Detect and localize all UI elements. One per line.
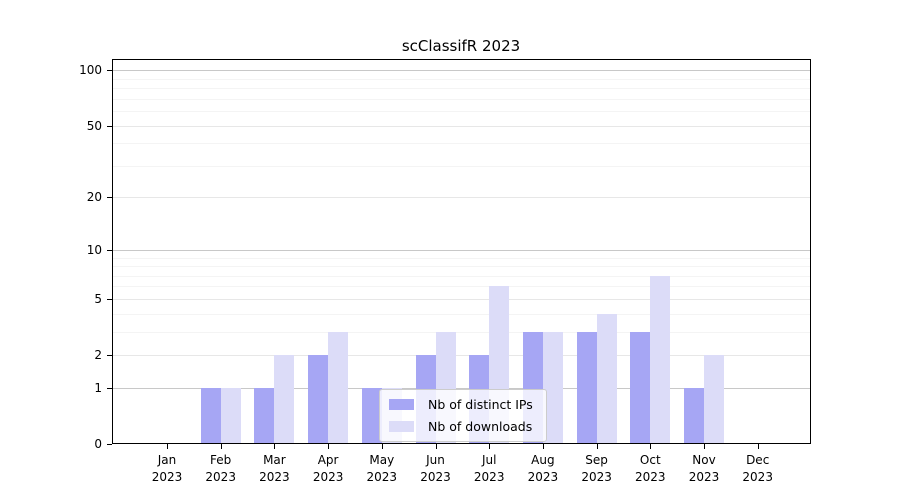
legend-label: Nb of distinct IPs: [428, 397, 533, 412]
bar-nb-of-downloads-mar: [274, 355, 295, 443]
bar-nb-of-distinct-ips-oct: [630, 331, 651, 443]
x-tick-label: May 2023: [366, 453, 398, 485]
bar-nb-of-downloads-nov: [704, 355, 724, 443]
legend-label: Nb of downloads: [428, 419, 533, 434]
y-tick-label: 2: [94, 348, 102, 363]
y-tick-label: 10: [86, 242, 102, 257]
gridline-major: [113, 70, 810, 72]
gridline-minor: [113, 275, 810, 277]
x-tick-label: Oct 2023: [635, 453, 666, 485]
y-tick-label: 50: [86, 118, 102, 133]
y-tick-mark: [107, 197, 112, 199]
bar-nb-of-distinct-ips-feb: [200, 387, 221, 443]
x-tick-label: Jun 2023: [420, 453, 451, 485]
x-tick-mark: [757, 444, 759, 449]
y-tick-mark: [107, 444, 112, 445]
y-tick-label: 20: [86, 190, 102, 205]
y-tick-mark: [107, 249, 112, 251]
gridline-minor: [113, 331, 810, 333]
x-tick-label: Mar 2023: [259, 453, 290, 485]
bar-nb-of-distinct-ips-may: [361, 387, 382, 443]
chart-title: scClassifR 2023: [401, 37, 521, 55]
bar-nb-of-downloads-apr: [328, 331, 349, 443]
legend-entry: Nb of distinct IPs: [389, 397, 533, 412]
bar-nb-of-distinct-ips-mar: [254, 387, 275, 443]
y-tick-mark: [107, 355, 112, 357]
bar-nb-of-downloads-sep: [596, 313, 617, 443]
bar-nb-of-distinct-ips-nov: [684, 387, 704, 443]
y-tick-label: 0: [94, 437, 102, 451]
legend: Nb of distinct IPs Nb of downloads: [379, 389, 547, 442]
bar-nb-of-downloads-feb: [220, 387, 241, 443]
legend-swatch: [389, 421, 414, 432]
x-tick-mark: [542, 444, 544, 449]
x-tick-mark: [167, 444, 168, 449]
x-tick-mark: [596, 444, 598, 449]
gridline-minor: [113, 88, 810, 90]
gridline-minor: [113, 313, 810, 315]
y-tick-mark: [107, 70, 112, 72]
bar-nb-of-downloads-oct: [650, 275, 671, 443]
gridline-minor: [113, 257, 810, 259]
x-tick-mark: [435, 444, 437, 449]
y-tick-label: 100: [79, 63, 102, 78]
y-tick-label: 1: [94, 380, 102, 395]
x-tick-mark: [220, 444, 222, 449]
bar-nb-of-distinct-ips-sep: [576, 331, 597, 443]
x-tick-label: Dec 2023: [742, 453, 773, 485]
gridline-major: [113, 125, 810, 127]
y-tick-label: 5: [94, 291, 102, 306]
gridline-minor: [113, 266, 810, 268]
gridline-major: [113, 355, 810, 357]
legend-entry: Nb of downloads: [389, 419, 533, 434]
x-tick-label: Feb 2023: [205, 453, 236, 485]
x-tick-mark: [650, 444, 652, 449]
x-tick-mark: [381, 444, 383, 449]
plot-area: Nb of distinct IPs Nb of downloads: [112, 59, 811, 444]
x-tick-label: Aug 2023: [527, 453, 559, 485]
x-tick-mark: [274, 444, 276, 449]
y-tick-mark: [107, 298, 112, 300]
gridline-major: [113, 249, 810, 251]
gridline-minor: [113, 98, 810, 100]
bar-nb-of-distinct-ips-apr: [308, 355, 329, 443]
y-tick-mark: [107, 387, 112, 389]
gridline-major: [113, 387, 810, 389]
gridline-major: [113, 298, 810, 300]
x-tick-label: Sep 2023: [581, 453, 612, 485]
gridline-minor: [113, 111, 810, 113]
x-tick-label: Nov 2023: [688, 453, 720, 485]
gridline-minor: [113, 165, 810, 167]
x-tick-mark: [489, 444, 491, 449]
bar-nb-of-downloads-aug: [542, 331, 563, 443]
x-tick-label: Jan 2023: [151, 453, 183, 485]
gridline-minor: [113, 78, 810, 80]
y-tick-mark: [107, 125, 112, 127]
gridline-major: [113, 197, 810, 199]
x-tick-mark: [328, 444, 330, 449]
x-tick-label: Apr 2023: [312, 453, 344, 485]
gridline-minor: [113, 286, 810, 288]
x-tick-label: Jul 2023: [473, 453, 505, 485]
gridline-minor: [113, 143, 810, 145]
x-tick-mark: [704, 444, 705, 449]
legend-swatch: [389, 399, 414, 410]
